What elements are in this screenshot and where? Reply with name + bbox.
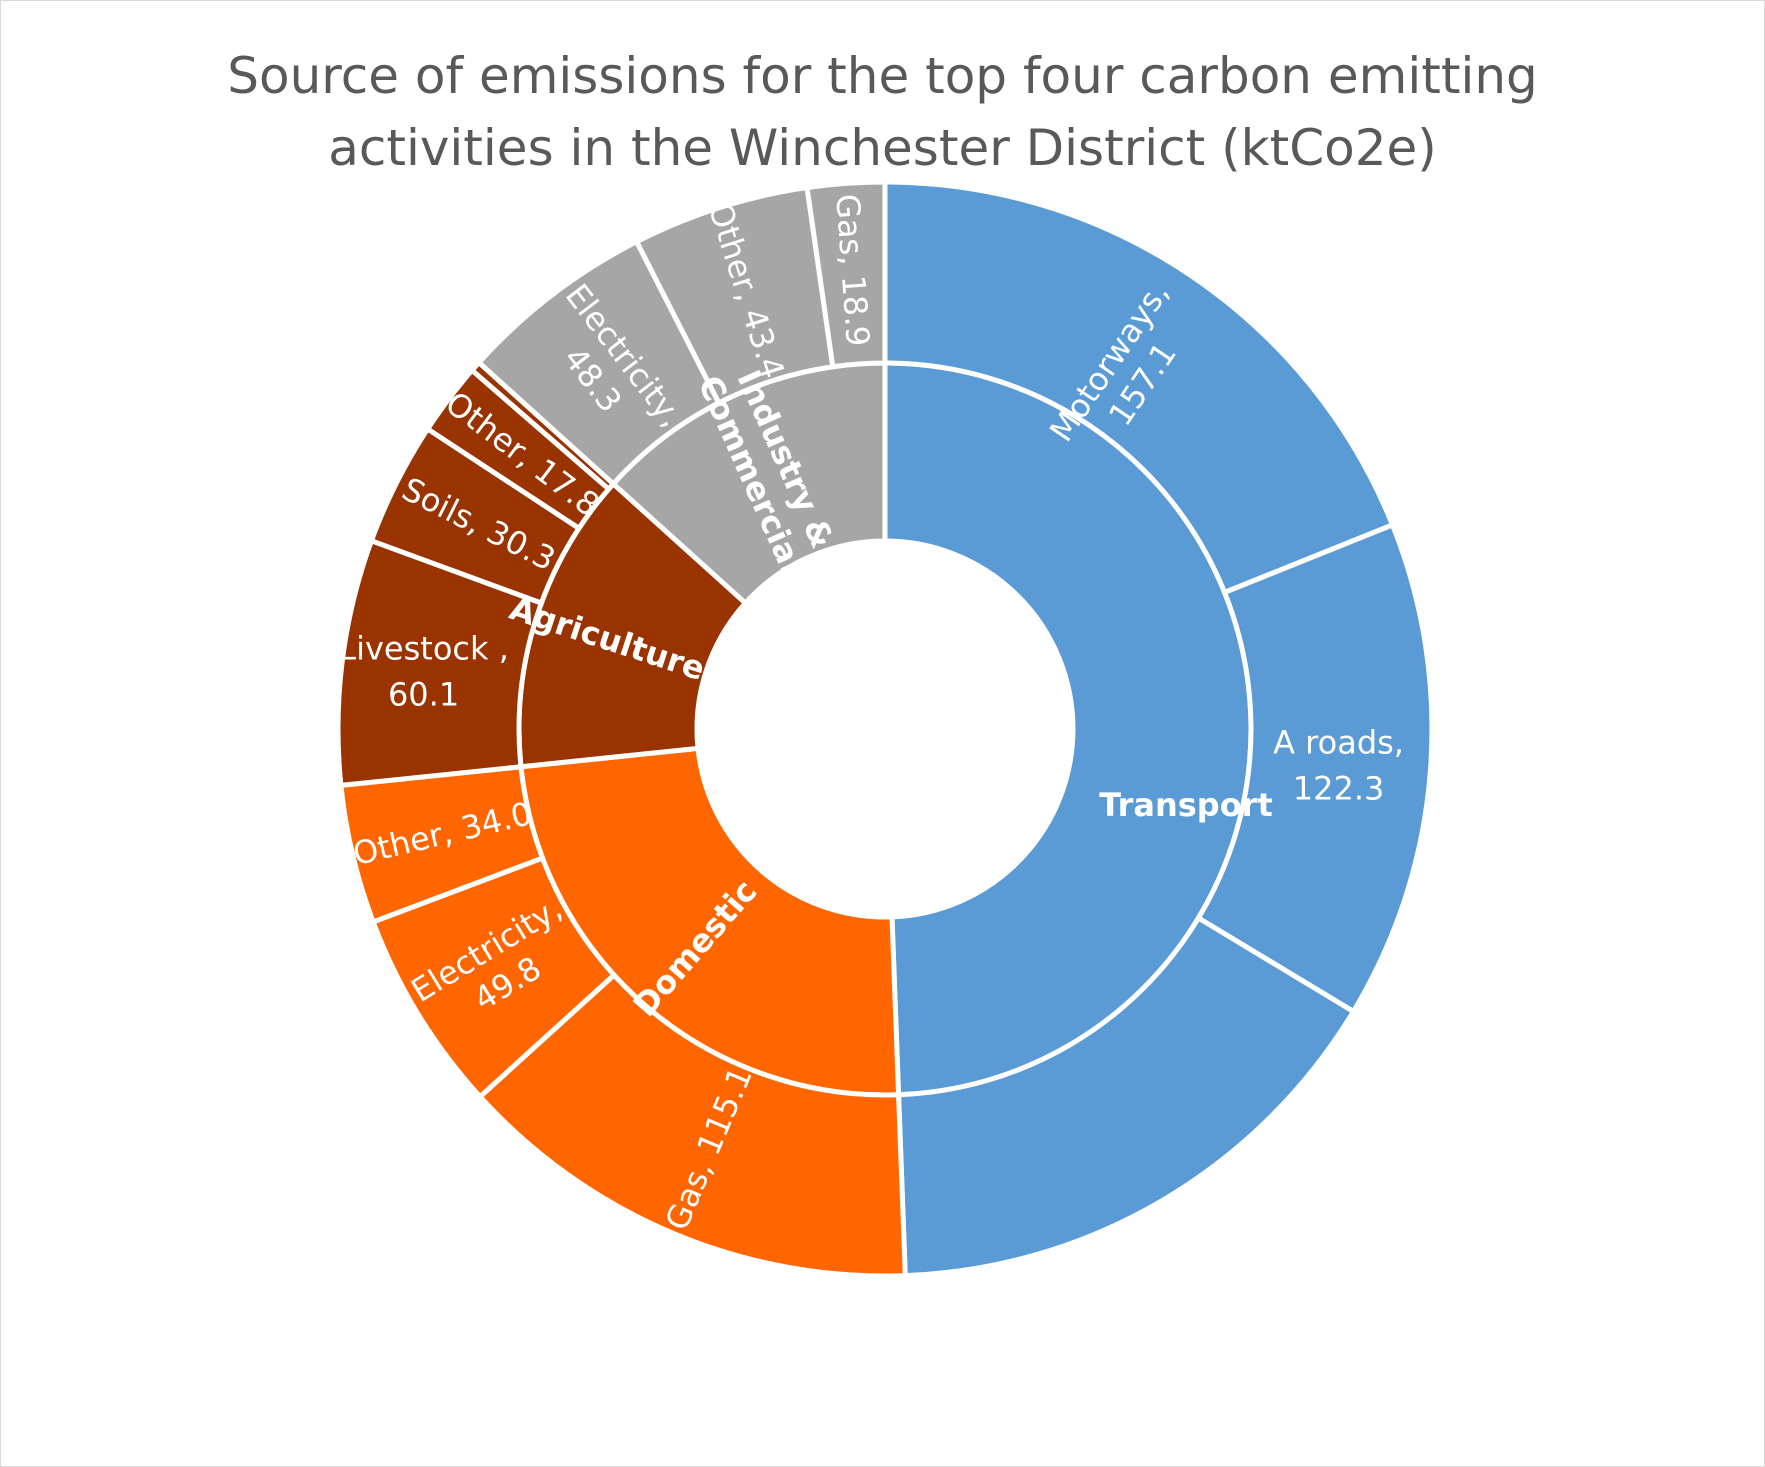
- label-category-transport-line-1: Transport: [1099, 786, 1272, 824]
- outer-ring: [335, 179, 1435, 1279]
- label-agriculture-livestock-line-2: 60.1: [388, 676, 459, 714]
- outer-slice-domestic-gas-1: [476, 971, 908, 1279]
- label-agriculture-livestock-line-1: Livestock ,: [338, 630, 509, 668]
- label-transport-a-roads-line-1: A roads,: [1273, 724, 1404, 762]
- outer-slice-transport-motorways-1: [882, 179, 1396, 596]
- chart-title-line-2: activities in the Winchester District (k…: [328, 119, 1437, 177]
- label-transport-a-roads-line-2: 122.3: [1293, 770, 1385, 808]
- chart-title-line-1: Source of emissions for the top four car…: [227, 47, 1538, 105]
- inner-ring: [516, 360, 1254, 1098]
- outer-slice-transport-unlabeled-3: [895, 914, 1357, 1279]
- outer-slice-industry-and-commercial-gas-3: [804, 179, 888, 370]
- label-transport-a-roads: A roads, 122.3: [1273, 724, 1404, 808]
- label-category-transport: Transport: [1099, 786, 1272, 824]
- label-agriculture-livestock: Livestock , 60.1: [338, 630, 509, 714]
- chart-title: Source of emissions for the top four car…: [0, 40, 1765, 184]
